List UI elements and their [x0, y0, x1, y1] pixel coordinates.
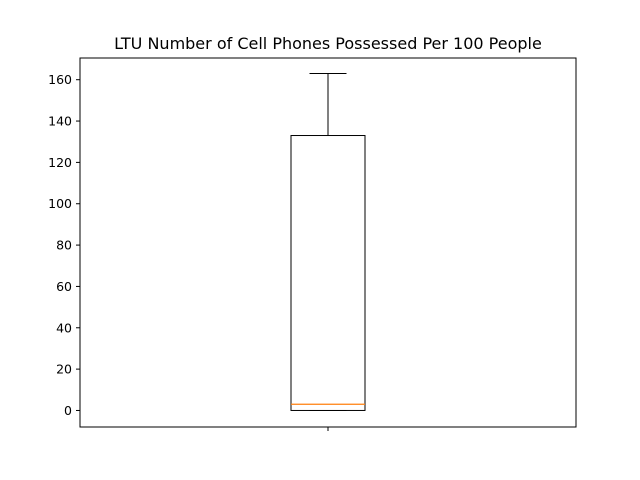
y-tick-label: 60 [56, 279, 72, 294]
y-tick-label: 120 [48, 155, 72, 170]
box-iqr [290, 135, 366, 411]
plot-area [290, 73, 366, 411]
y-tick-label: 20 [56, 362, 72, 377]
y-tick-label: 0 [64, 403, 72, 418]
y-tick-label: 140 [48, 114, 72, 129]
y-axis: 0 20 40 60 80 100 120 140 160 [48, 72, 80, 418]
y-tick-label: 80 [56, 238, 72, 253]
y-tick-label: 40 [56, 320, 72, 335]
y-tick-label: 100 [48, 196, 72, 211]
chart-title: LTU Number of Cell Phones Possessed Per … [114, 34, 542, 53]
y-tick-label: 160 [48, 72, 72, 87]
